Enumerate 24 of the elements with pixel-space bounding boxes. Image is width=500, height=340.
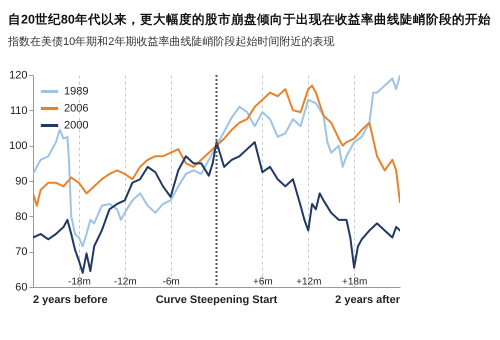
- y-tick-label: 90: [15, 176, 28, 188]
- text: 2 years after: [335, 294, 401, 306]
- x-tick-label: +6m: [253, 276, 273, 288]
- x-tick-label: +12m: [296, 276, 322, 288]
- text: Curve Steepening Start: [156, 294, 278, 306]
- y-tick-label: 110: [10, 104, 28, 117]
- y-tick-label: 70: [15, 246, 28, 258]
- chart-subtitle: 指数在美债10年期和2年期收益率曲线陡峭阶段起始时间附近的表现: [7, 35, 334, 48]
- line-series: [33, 75, 400, 248]
- y-tick-label: 60: [15, 282, 28, 294]
- line-series: [33, 141, 400, 274]
- legend-label: 2006: [64, 102, 88, 114]
- line-series: [33, 84, 400, 207]
- x-tick-label: -18m: [68, 276, 91, 288]
- legend-label: 1989: [64, 86, 88, 98]
- x-tick-label: +18m: [342, 276, 368, 288]
- x-tick-label: -6m: [162, 276, 180, 288]
- y-tick-label: 100: [9, 140, 28, 152]
- y-tick-label: 120: [9, 70, 28, 82]
- x-tick-label: -12m: [114, 276, 137, 288]
- legend-label: 2000: [64, 120, 88, 132]
- y-tick-label: 80: [15, 210, 28, 223]
- text: 2 years before: [33, 294, 108, 306]
- chart-title: 自20世纪80年代以来，更大幅度的股市崩盘倾向于出现在收益率曲线陡峭阶段的开始: [8, 12, 492, 26]
